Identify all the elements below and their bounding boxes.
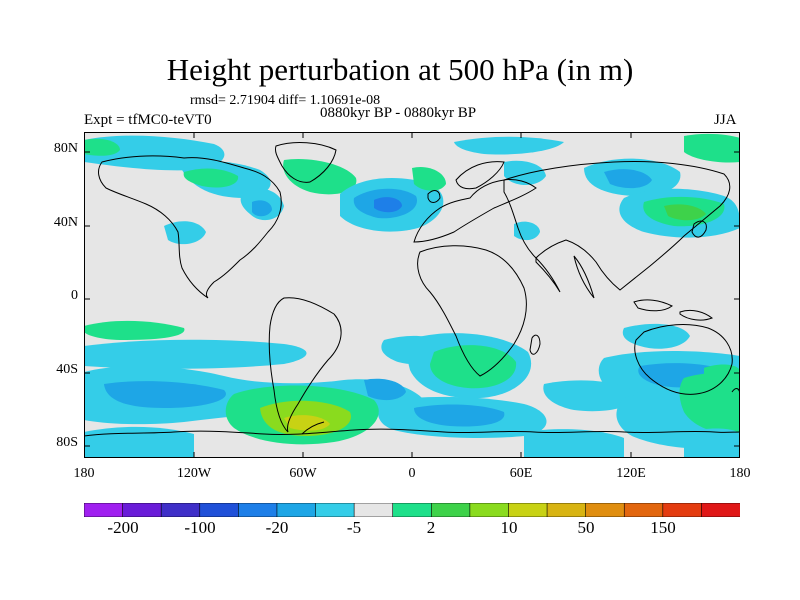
colorbar-label: -100 bbox=[184, 518, 216, 537]
colorbar-swatch bbox=[546, 503, 587, 517]
colorbar bbox=[84, 503, 740, 517]
colorbar-swatch bbox=[701, 503, 740, 517]
colorbar-swatch bbox=[623, 503, 664, 517]
colorbar-swatch bbox=[199, 503, 240, 517]
lat-tick-label: 40N bbox=[53, 215, 78, 230]
colorbar-label: -200 bbox=[107, 518, 139, 537]
colorbar-swatch bbox=[430, 503, 471, 517]
colorbar-swatch bbox=[469, 503, 510, 517]
colorbar-swatch bbox=[84, 503, 124, 517]
lat-tick-label: 80S bbox=[56, 435, 78, 450]
colorbar-swatch bbox=[585, 503, 626, 517]
colorbar-swatch bbox=[122, 503, 162, 517]
colorbar-swatch bbox=[353, 503, 394, 517]
period-label: 0880kyr BP - 0880kyr BP bbox=[320, 105, 477, 121]
height-perturbation-map bbox=[84, 132, 740, 458]
lon-tick-label: 120W bbox=[176, 466, 212, 481]
lat-tick-label: 80N bbox=[53, 141, 78, 156]
plot-title: Height perturbation at 500 hPa (in m) bbox=[166, 52, 634, 87]
lon-tick-label: 0 bbox=[408, 466, 416, 481]
colorbar-label: -5 bbox=[346, 518, 362, 537]
colorbar-label: 150 bbox=[650, 518, 676, 537]
colorbar-swatch bbox=[315, 503, 355, 517]
colorbar-swatch bbox=[160, 503, 201, 517]
lat-tick-label: 0 bbox=[71, 288, 78, 303]
lon-tick-label: 120E bbox=[616, 466, 646, 481]
experiment-label: Expt = tfMC0-teVT0 bbox=[84, 112, 212, 128]
colorbar-label: -20 bbox=[265, 518, 289, 537]
lon-tick-label: 60W bbox=[289, 466, 317, 481]
colorbar-label: 10 bbox=[500, 518, 518, 537]
colorbar-swatch bbox=[662, 503, 703, 517]
colorbar-label: 50 bbox=[577, 518, 595, 537]
axis-ticks bbox=[84, 132, 740, 458]
lon-tick-label: 180 bbox=[73, 466, 95, 481]
colorbar-swatch bbox=[276, 503, 317, 517]
rmsd-diff-label: rmsd= 2.71904 diff= 1.10691e-08 bbox=[190, 93, 381, 108]
colorbar-swatch bbox=[392, 503, 433, 517]
colorbar-swatch bbox=[508, 503, 548, 517]
lon-tick-label: 180 bbox=[729, 466, 751, 481]
colorbar-swatch bbox=[238, 503, 278, 517]
season-label: JJA bbox=[714, 112, 737, 128]
colorbar-label: 2 bbox=[426, 518, 436, 537]
lat-tick-label: 40S bbox=[56, 362, 78, 377]
lon-tick-label: 60E bbox=[509, 466, 533, 481]
